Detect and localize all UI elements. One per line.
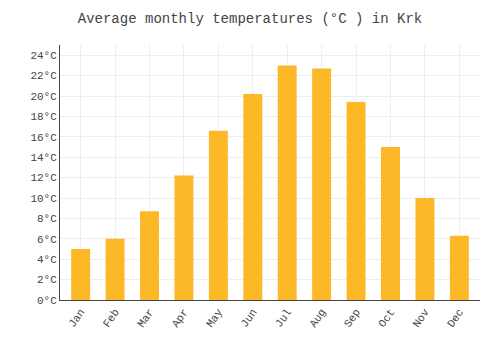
- svg-text:12°C: 12°C: [30, 172, 57, 184]
- svg-text:22°C: 22°C: [30, 70, 57, 82]
- svg-text:24°C: 24°C: [30, 50, 57, 62]
- svg-text:18°C: 18°C: [30, 111, 57, 123]
- svg-text:0°C: 0°C: [37, 295, 57, 307]
- svg-text:20°C: 20°C: [30, 91, 57, 103]
- svg-text:10°C: 10°C: [30, 193, 57, 205]
- svg-text:Feb: Feb: [101, 307, 122, 330]
- svg-text:Oct: Oct: [376, 307, 397, 330]
- svg-text:2°C: 2°C: [37, 274, 57, 286]
- svg-text:Jun: Jun: [239, 307, 260, 330]
- svg-text:Average monthly temperatures (: Average monthly temperatures (°C ) in Kr…: [78, 11, 422, 27]
- svg-text:Mar: Mar: [135, 307, 156, 330]
- svg-text:8°C: 8°C: [37, 213, 57, 225]
- svg-text:Dec: Dec: [445, 307, 466, 330]
- svg-text:Jan: Jan: [66, 307, 87, 330]
- svg-text:4°C: 4°C: [37, 254, 57, 266]
- svg-text:May: May: [204, 306, 225, 329]
- svg-text:Nov: Nov: [411, 306, 432, 329]
- svg-text:6°C: 6°C: [37, 234, 57, 246]
- svg-text:Aug: Aug: [307, 307, 328, 330]
- svg-text:Apr: Apr: [170, 307, 191, 330]
- svg-text:14°C: 14°C: [30, 152, 57, 164]
- svg-text:Jul: Jul: [273, 307, 294, 330]
- svg-text:Sep: Sep: [342, 307, 363, 330]
- svg-text:16°C: 16°C: [30, 132, 57, 144]
